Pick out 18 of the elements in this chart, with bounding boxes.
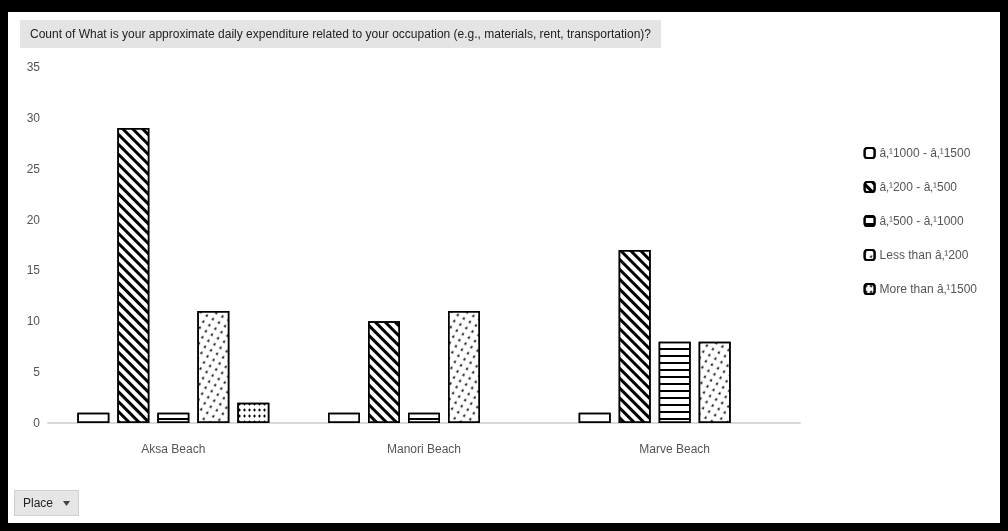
x-tick-label: Marve Beach: [639, 442, 711, 456]
legend-label: â‚¹200 - â‚¹500: [879, 180, 958, 194]
chart-title: Count of What is your approximate daily expenditure related to your occupation (e.g., materials, rent, transportation)?: [30, 27, 652, 41]
legend-label: Less than â‚¹200: [879, 248, 969, 262]
legend-label: More than â‚¹1500: [879, 282, 978, 296]
y-tick-label: 5: [33, 365, 41, 380]
y-tick-label: 10: [26, 314, 41, 329]
x-tick-label: Aksa Beach: [141, 442, 206, 456]
y-tick-label: 15: [26, 263, 41, 278]
x-tick-label: Manori Beach: [386, 442, 462, 456]
y-tick-label: 30: [26, 110, 41, 125]
legend-label: â‚¹500 - â‚¹1000: [879, 214, 964, 228]
y-tick-label: 35: [26, 60, 41, 74]
y-tick-label: 25: [26, 161, 41, 176]
text: Place: [23, 496, 54, 510]
y-tick-label: 0: [33, 416, 41, 430]
y-tick-label: 20: [26, 212, 41, 227]
legend-label: â‚¹1000 - â‚¹1500: [879, 146, 971, 160]
